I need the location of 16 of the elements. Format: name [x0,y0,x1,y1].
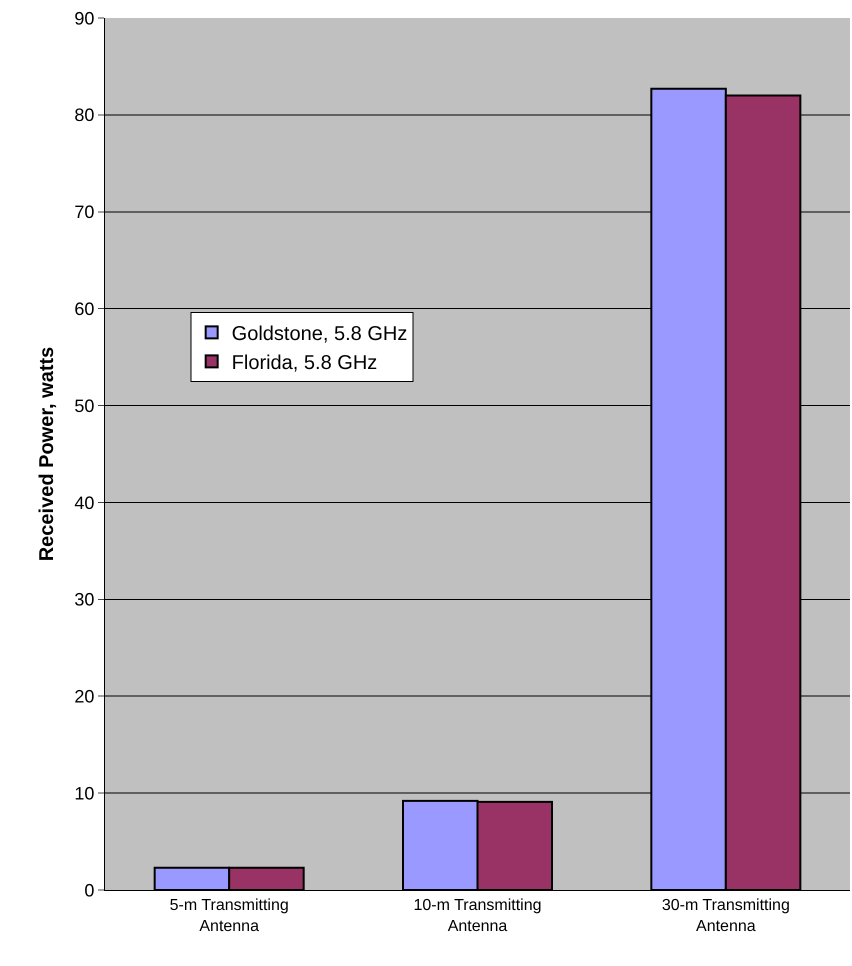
legend-label: Florida, 5.8 GHz [232,352,378,374]
y-tick-label: 10 [74,783,94,804]
y-tick-label: 20 [74,686,94,707]
y-tick-label: 40 [74,492,94,513]
y-tick-label: 80 [74,105,94,126]
y-axis-title: Received Power, watts [36,346,58,562]
x-tick-label: 10-m Transmitting Antenna [413,897,542,935]
x-tick-label: 30-m Transmitting Antenna [662,897,790,935]
legend-label: Goldstone, 5.8 GHz [232,323,408,346]
y-tick-label: 0 [84,880,94,900]
y-tick-label: 30 [74,590,94,610]
y-tick-label: 70 [74,202,94,222]
y-tick-label: 60 [74,298,94,319]
x-tick-label: 5-m Transmitting Antenna [170,897,289,935]
y-tick-label: 90 [74,8,94,28]
y-tick-label: 50 [74,396,94,416]
